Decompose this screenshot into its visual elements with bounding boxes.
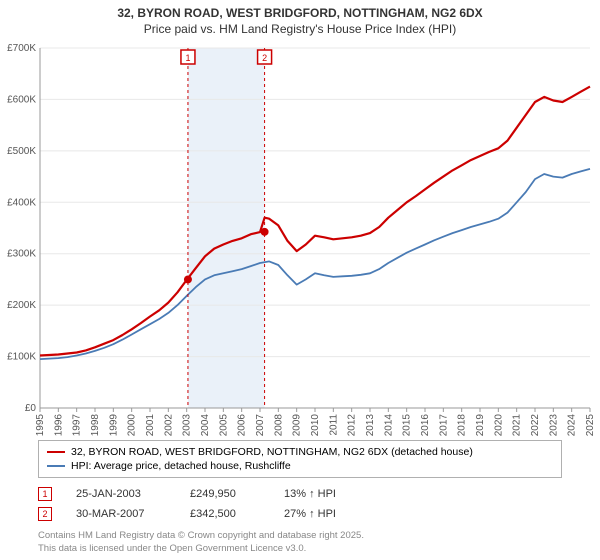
svg-text:2022: 2022 [530,414,541,436]
sales-block: 1 25-JAN-2003 £249,950 13% ↑ HPI 2 30-MA… [38,484,562,524]
svg-text:2020: 2020 [493,414,504,436]
legend-label-property: 32, BYRON ROAD, WEST BRIDGFORD, NOTTINGH… [71,446,473,458]
svg-text:£0: £0 [25,403,37,414]
svg-text:£300K: £300K [7,249,36,260]
sale-marker-1-icon: 1 [38,487,52,501]
sale-date-1: 25-JAN-2003 [76,488,166,500]
svg-text:2002: 2002 [163,414,174,436]
svg-text:2008: 2008 [273,414,284,436]
legend-label-hpi: HPI: Average price, detached house, Rush… [71,460,291,472]
svg-text:2018: 2018 [457,414,468,436]
svg-text:2025: 2025 [585,414,596,436]
svg-text:2009: 2009 [292,414,303,436]
legend-swatch-hpi [47,465,65,467]
svg-text:£200K: £200K [7,300,36,311]
svg-text:2013: 2013 [365,414,376,436]
svg-text:2007: 2007 [255,414,266,436]
svg-text:2017: 2017 [438,414,449,436]
svg-text:1995: 1995 [35,414,46,436]
line-chart-svg: £0 £100K £200K £300K £400K £500K £600K £700K 199… [0,38,600,436]
svg-text:2000: 2000 [127,414,138,436]
legend-row: 32, BYRON ROAD, WEST BRIDGFORD, NOTTINGH… [47,445,553,459]
svg-text:£500K: £500K [7,146,36,157]
footer-line-2: This data is licensed under the Open Gov… [38,543,562,556]
svg-text:2014: 2014 [383,414,394,436]
legend-swatch-property [47,451,65,453]
svg-text:2010: 2010 [310,414,321,436]
sale-marker-2-icon: 2 [38,507,52,521]
footer-block: Contains HM Land Registry data © Crown c… [38,530,562,556]
footer-line-1: Contains HM Land Registry data © Crown c… [38,530,562,543]
svg-text:2011: 2011 [328,414,339,436]
svg-text:2021: 2021 [512,414,523,436]
svg-text:2012: 2012 [347,414,358,436]
title-line-2: Price paid vs. HM Land Registry's House … [4,22,596,36]
svg-text:1: 1 [185,53,190,63]
svg-text:2019: 2019 [475,414,486,436]
svg-text:1996: 1996 [53,414,64,436]
svg-text:1999: 1999 [108,414,119,436]
svg-text:1997: 1997 [72,414,83,436]
svg-text:2003: 2003 [182,414,193,436]
sale-row-1: 1 25-JAN-2003 £249,950 13% ↑ HPI [38,484,562,504]
sale-row-2: 2 30-MAR-2007 £342,500 27% ↑ HPI [38,504,562,524]
sale-delta-2: 27% ↑ HPI [284,508,336,520]
svg-text:£400K: £400K [7,197,36,208]
legend-row: HPI: Average price, detached house, Rush… [47,459,553,473]
svg-text:£600K: £600K [7,94,36,105]
sale-date-2: 30-MAR-2007 [76,508,166,520]
svg-text:2005: 2005 [218,414,229,436]
sale-delta-1: 13% ↑ HPI [284,488,336,500]
svg-text:2001: 2001 [145,414,156,436]
svg-text:1998: 1998 [90,414,101,436]
svg-text:2016: 2016 [420,414,431,436]
svg-text:2023: 2023 [548,414,559,436]
sale-price-2: £342,500 [190,508,260,520]
svg-text:£100K: £100K [7,352,36,363]
title-line-1: 32, BYRON ROAD, WEST BRIDGFORD, NOTTINGH… [4,6,596,20]
title-block: 32, BYRON ROAD, WEST BRIDGFORD, NOTTINGH… [0,0,600,38]
svg-text:2: 2 [262,53,267,63]
sale-price-1: £249,950 [190,488,260,500]
chart-area: £0 £100K £200K £300K £400K £500K £600K £700K 199… [0,38,600,436]
svg-text:2024: 2024 [567,414,578,436]
legend-box: 32, BYRON ROAD, WEST BRIDGFORD, NOTTINGH… [38,440,562,478]
svg-text:2015: 2015 [402,414,413,436]
svg-text:£700K: £700K [7,43,36,54]
svg-text:2006: 2006 [237,414,248,436]
svg-text:2004: 2004 [200,414,211,436]
chart-container: 32, BYRON ROAD, WEST BRIDGFORD, NOTTINGH… [0,0,600,560]
